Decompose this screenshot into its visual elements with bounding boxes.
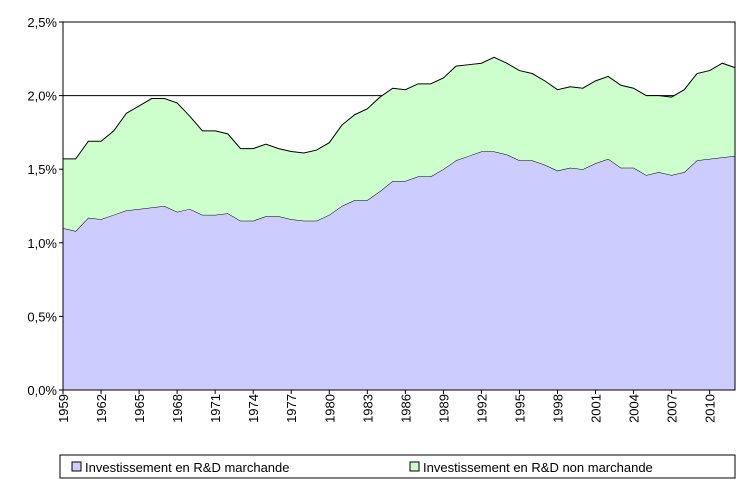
area-edge — [63, 56, 736, 160]
x-tick-label: 1980 — [322, 394, 337, 423]
legend-box — [59, 454, 736, 479]
area — [63, 151, 735, 390]
legend-swatch — [71, 461, 82, 472]
x-tick-label: 1983 — [360, 394, 375, 423]
y-tick-label: 1,0% — [27, 236, 57, 251]
x-tick-label: 2010 — [703, 394, 718, 423]
y-tick-label: 0,5% — [27, 309, 57, 324]
x-tick-label: 1962 — [94, 394, 109, 423]
x-tick-label: 1986 — [398, 394, 413, 423]
x-tick-label: 1965 — [132, 394, 147, 423]
x-tick-label: 1974 — [246, 394, 261, 423]
area — [63, 57, 735, 232]
x-tick-label: 1989 — [436, 394, 451, 423]
y-tick-label: 0,0% — [27, 383, 57, 398]
x-tick-label: 1995 — [512, 394, 527, 423]
x-tick-label: 2001 — [589, 394, 604, 423]
legend-label: Investissement en R&D non marchande — [423, 460, 653, 475]
x-tick-label: 1977 — [284, 394, 299, 423]
x-tick-label: 2007 — [665, 394, 680, 423]
legend-swatch — [409, 461, 420, 472]
plot-frame — [62, 21, 736, 391]
y-tick-label: 2,0% — [27, 89, 57, 104]
x-tick-label: 1992 — [474, 394, 489, 423]
y-tick-label: 2,5% — [27, 15, 57, 30]
x-tick-label: 2004 — [627, 394, 642, 423]
x-tick-label: 1971 — [208, 394, 223, 423]
x-tick-label: 1998 — [550, 394, 565, 423]
x-tick-label: 1959 — [56, 394, 71, 423]
legend-label: Investissement en R&D marchande — [85, 460, 289, 475]
y-tick-label: 1,5% — [27, 162, 57, 177]
x-tick-label: 1968 — [170, 394, 185, 423]
